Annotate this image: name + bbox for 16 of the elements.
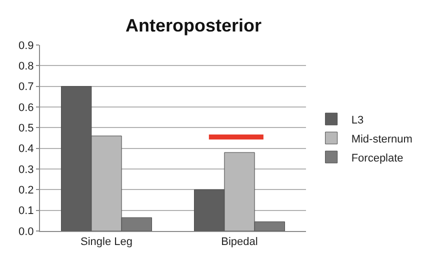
x-tick-label: Single Leg: [80, 236, 132, 248]
y-tick-label: 0.7: [18, 81, 34, 94]
legend-label: L3: [351, 114, 364, 126]
y-tick-label: 0.4: [18, 143, 34, 156]
y-tick-label: 0.8: [18, 60, 34, 73]
y-tick-label: 0.3: [18, 164, 34, 176]
y-tick-label: 0.9: [18, 40, 34, 52]
legend-label: Mid-sternum: [351, 133, 412, 146]
chart-title: Anteroposterior: [125, 16, 262, 36]
y-tick-label: 0.5: [18, 122, 34, 135]
y-tick-label: 0.0: [18, 226, 34, 238]
x-tick-label: Bipedal: [221, 236, 258, 248]
legend-label: Forceplate: [351, 152, 404, 164]
y-tick-label: 0.2: [18, 184, 34, 197]
y-tick-label: 0.6: [18, 102, 34, 114]
y-tick-label: 0.1: [18, 205, 34, 218]
